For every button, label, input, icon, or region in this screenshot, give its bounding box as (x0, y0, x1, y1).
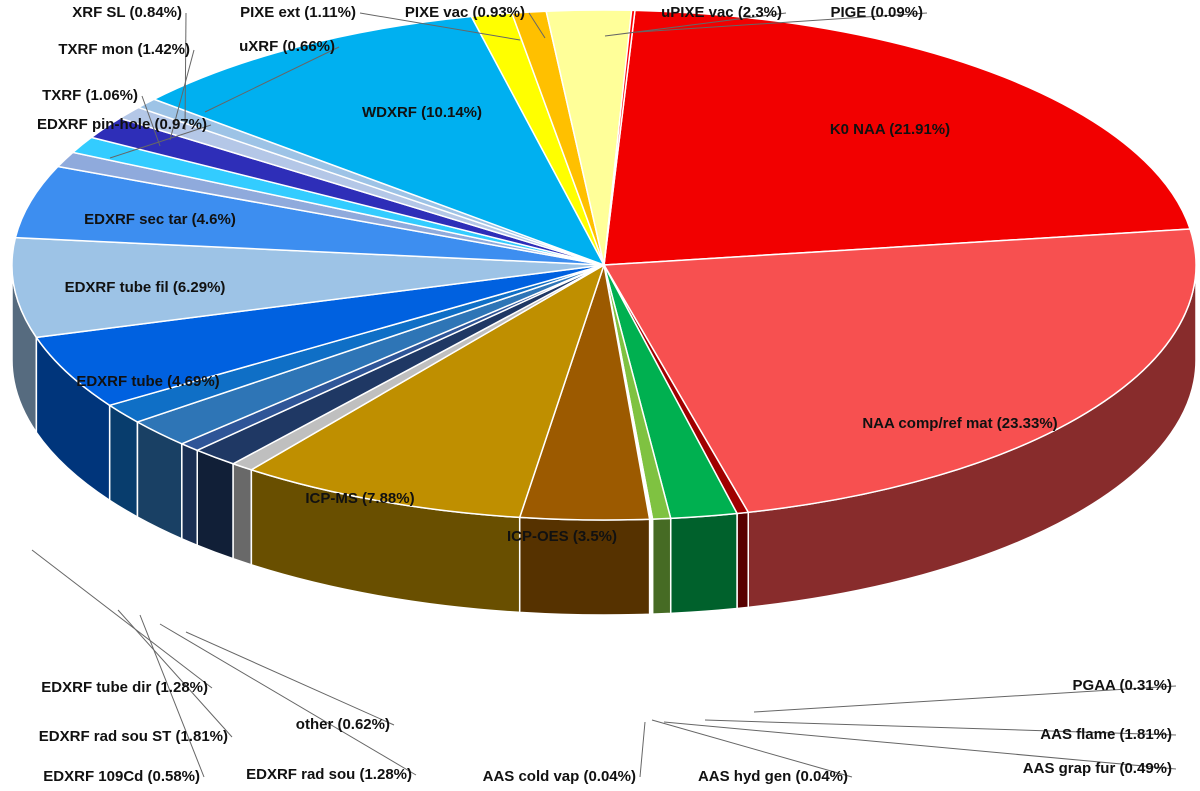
leader-edxrf-tube-dir (31, 549, 213, 689)
label-edxrf-sec-tar: EDXRF sec tar (4.6%) (84, 211, 236, 228)
leader-pgaa (753, 685, 1177, 713)
label-other: other (0.62%) (296, 716, 390, 733)
leader-uxrf (204, 46, 340, 113)
leader-edxrf-rad-sou (159, 623, 417, 776)
label-xrf-sl: XRF SL (0.84%) (72, 4, 182, 21)
label-edxrf-tube: EDXRF tube (4.69%) (76, 373, 219, 390)
label-pixe-ext: PIXE ext (1.11%) (240, 4, 356, 21)
label-wdxrf: WDXRF (10.14%) (362, 104, 482, 121)
label-edxrf-tube-dir: EDXRF tube dir (1.28%) (41, 679, 208, 696)
leader-edxrf-109cd (139, 614, 205, 778)
leader-txrf (141, 95, 161, 147)
label-leader-lines (31, 12, 1177, 778)
label-aas-grap-fur: AAS grap fur (0.49%) (1023, 760, 1172, 777)
slice-wdxrf (152, 15, 606, 267)
slice-side-other (232, 462, 253, 566)
leader-aas-hyd-gen (651, 719, 853, 778)
slice-naa-comp-ref-mat (602, 228, 1197, 514)
leader-pige (637, 12, 928, 33)
slice-edxrf-tube (35, 264, 605, 407)
label-k0-naa: K0 NAA (21.91%) (830, 121, 950, 138)
label-pixe-vac: PIXE vac (0.93%) (405, 4, 525, 21)
leader-aas-cold-vap (639, 721, 646, 778)
slice-side-edxrf-109cd (181, 442, 198, 547)
label-edxrf-pin-hole: EDXRF pin-hole (0.97%) (37, 116, 207, 133)
label-pgaa: PGAA (0.31%) (1073, 677, 1172, 694)
slice-icp-ms (249, 263, 606, 519)
label-uxrf: uXRF (0.66%) (239, 38, 335, 55)
leader-aas-grap-fur (663, 721, 1177, 770)
leader-pixe-ext (359, 12, 521, 41)
slice-k0-naa (603, 9, 1192, 266)
label-aas-hyd-gen: AAS hyd gen (0.04%) (698, 768, 848, 785)
pie-tops (11, 9, 1197, 521)
slice-side-edxrf-rad-sou (196, 449, 234, 560)
leader-xrf-sl (184, 12, 187, 131)
pie-sides (11, 264, 1197, 616)
label-aas-cold-vap: AAS cold vap (0.04%) (483, 768, 636, 785)
slice-edxrf-tube-fil (11, 236, 605, 339)
label-icp-ms: ICP-MS (7.88%) (305, 490, 414, 507)
slice-side-pgaa (736, 511, 750, 610)
leader-pixe-vac (528, 12, 546, 39)
slice-edxrf-sec-tar (14, 165, 605, 266)
leader-other (185, 631, 395, 726)
leader-aas-flame (704, 719, 1177, 736)
label-pige: PIGE (0.09%) (830, 4, 923, 21)
slice-side-aas-flame (669, 512, 738, 615)
label-edxrf-rad-sou: EDXRF rad sou (1.28%) (246, 766, 412, 783)
label-aas-flame: AAS flame (1.81%) (1040, 726, 1172, 743)
label-edxrf-109cd: EDXRF 109Cd (0.58%) (43, 768, 200, 785)
label-naa-comp-ref-mat: NAA comp/ref mat (23.33%) (862, 415, 1057, 432)
label-txrf-mon: TXRF mon (1.42%) (58, 41, 190, 58)
slice-side-aas-grap-fur (651, 517, 672, 615)
slice-pige (603, 9, 636, 266)
leader-upixe-vac (604, 12, 787, 37)
slice-side-edxrf-tube-dir (108, 403, 139, 519)
leader-txrf-mon (169, 49, 195, 141)
label-upixe-vac: uPIXE vac (2.3%) (661, 4, 782, 21)
slice-labels: K0 NAA (21.91%) NAA comp/ref mat (23.33%)… (37, 4, 1172, 785)
leader-edxrf-pin-hole (109, 124, 212, 159)
leader-edxrf-rad-sou-st (117, 609, 233, 738)
label-icp-oes: ICP-OES (3.5%) (507, 528, 617, 545)
label-edxrf-rad-sou-st: EDXRF rad sou ST (1.81%) (39, 728, 228, 745)
label-txrf: TXRF (1.06%) (42, 87, 138, 104)
label-edxrf-tube-fil: EDXRF tube fil (6.29%) (65, 279, 226, 296)
